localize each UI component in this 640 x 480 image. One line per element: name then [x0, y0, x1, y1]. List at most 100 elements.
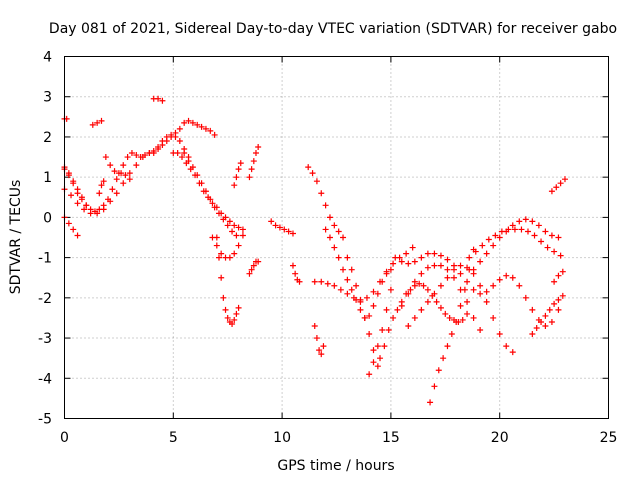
data-point: [322, 202, 329, 209]
data-point: [557, 180, 564, 187]
series-arc13: [181, 150, 240, 239]
data-point: [185, 117, 192, 124]
data-point: [559, 292, 566, 299]
data-point: [100, 206, 107, 213]
data-point: [390, 314, 397, 321]
data-point: [383, 268, 390, 275]
data-point: [81, 206, 88, 213]
data-point: [444, 343, 451, 350]
series-arc16: [231, 160, 244, 189]
data-point: [424, 264, 431, 271]
series-arc19: [268, 218, 296, 237]
data-point: [403, 250, 410, 257]
data-point: [248, 266, 255, 273]
data-point: [239, 226, 246, 233]
data-point: [235, 224, 242, 231]
data-point: [255, 144, 262, 150]
data-point: [496, 276, 503, 283]
data-point: [529, 331, 536, 338]
data-point: [387, 286, 394, 293]
data-point: [366, 312, 373, 319]
data-point: [492, 232, 499, 239]
data-point: [457, 302, 464, 309]
data-point: [189, 164, 196, 171]
data-point: [159, 97, 166, 104]
x-axis-title: GPS time / hours: [277, 458, 394, 474]
data-point: [451, 262, 458, 269]
data-point: [94, 210, 101, 217]
data-point: [113, 176, 120, 183]
data-point: [483, 288, 490, 295]
data-point: [533, 325, 540, 331]
data-point: [446, 314, 453, 321]
data-point: [331, 282, 338, 289]
data-point: [353, 282, 360, 289]
data-point: [379, 327, 386, 334]
data-point: [115, 170, 122, 177]
data-point: [509, 349, 516, 356]
data-point: [215, 210, 222, 217]
data-point: [268, 218, 275, 225]
data-point: [374, 290, 381, 297]
data-point: [374, 363, 381, 370]
data-point: [448, 331, 455, 338]
data-point: [344, 254, 351, 261]
data-point: [479, 242, 486, 249]
data-point: [322, 226, 329, 233]
data-point: [398, 302, 405, 309]
series-arc8: [96, 178, 107, 197]
data-point: [477, 290, 484, 297]
data-point: [218, 250, 225, 257]
series-arc2: [61, 115, 70, 122]
data-point: [435, 367, 442, 374]
data-point: [457, 270, 464, 277]
data-point: [231, 182, 238, 189]
data-point: [320, 343, 327, 350]
data-point: [457, 262, 464, 269]
data-point: [209, 200, 216, 207]
y-tick-label: -2: [38, 291, 52, 307]
data-point: [224, 222, 231, 229]
series-arc29: [405, 262, 516, 356]
data-point: [477, 258, 484, 265]
data-point: [381, 343, 388, 350]
data-point: [181, 119, 188, 126]
data-point: [411, 314, 418, 321]
data-point: [70, 178, 77, 185]
data-point: [461, 286, 468, 293]
data-point: [418, 254, 425, 261]
data-point: [155, 144, 162, 150]
data-point: [220, 216, 227, 223]
data-point: [231, 222, 238, 229]
data-point: [176, 125, 183, 132]
data-point: [366, 371, 373, 378]
data-point: [444, 256, 451, 263]
data-point: [405, 260, 412, 267]
data-point: [218, 274, 225, 281]
data-point: [65, 220, 72, 227]
data-point: [555, 234, 562, 241]
data-point: [464, 298, 471, 305]
data-point: [348, 266, 355, 273]
data-point: [202, 188, 209, 195]
data-point: [239, 232, 246, 239]
data-point: [246, 270, 253, 277]
data-point: [215, 254, 222, 261]
data-point: [348, 286, 355, 293]
data-point: [444, 266, 451, 273]
data-point: [96, 190, 103, 197]
data-point: [222, 306, 229, 313]
data-point: [544, 244, 551, 251]
series-arc14: [213, 234, 242, 327]
data-point: [335, 228, 342, 235]
data-point: [113, 190, 120, 197]
data-point: [522, 294, 529, 301]
data-point: [313, 335, 320, 342]
data-point: [340, 234, 347, 241]
data-point: [122, 172, 129, 179]
data-point: [453, 318, 460, 325]
data-point: [237, 160, 244, 167]
data-point: [155, 95, 162, 102]
data-point: [326, 234, 333, 241]
